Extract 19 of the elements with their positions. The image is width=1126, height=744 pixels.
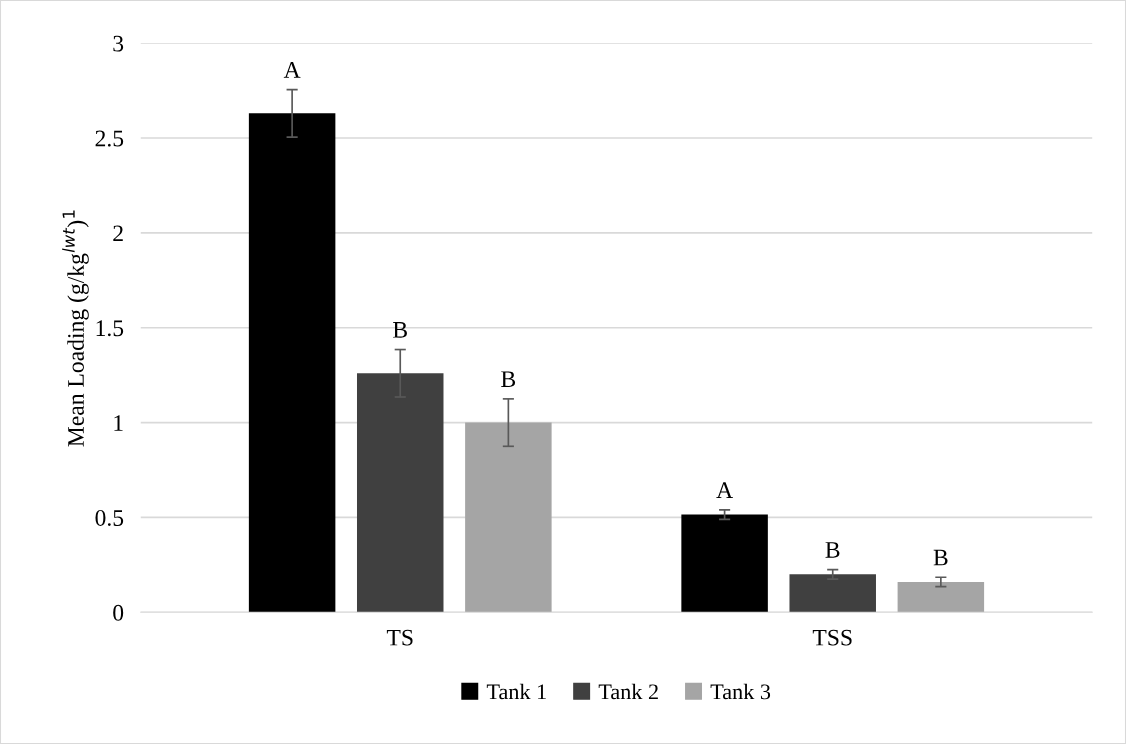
y-tick-label: 0.5 [95,509,124,526]
legend-label: Tank 1 [486,683,546,700]
data-label: B [825,542,840,558]
y-tick-label: 1 [114,415,123,431]
legend-label: Tank 3 [710,683,771,700]
y-tick-label: 2.5 [95,130,124,147]
data-label: A [716,482,733,498]
x-tick-label: TS [386,629,413,646]
y-tick-label: 0 [113,604,124,621]
x-tick-label: TSS [812,629,852,646]
y-tick-label: 1.5 [96,320,124,337]
y-tick-label: 2 [113,225,123,242]
data-label: A [283,62,301,78]
data-label: B [393,322,407,338]
y-axis-title: Mean Loading (g/kg$^{lwt}$)$^{1}$ [62,210,89,447]
data-label: B [501,371,516,387]
y-tick-label: 3 [113,35,124,52]
legend-label: Tank 2 [598,683,658,700]
data-label: B [933,549,948,566]
